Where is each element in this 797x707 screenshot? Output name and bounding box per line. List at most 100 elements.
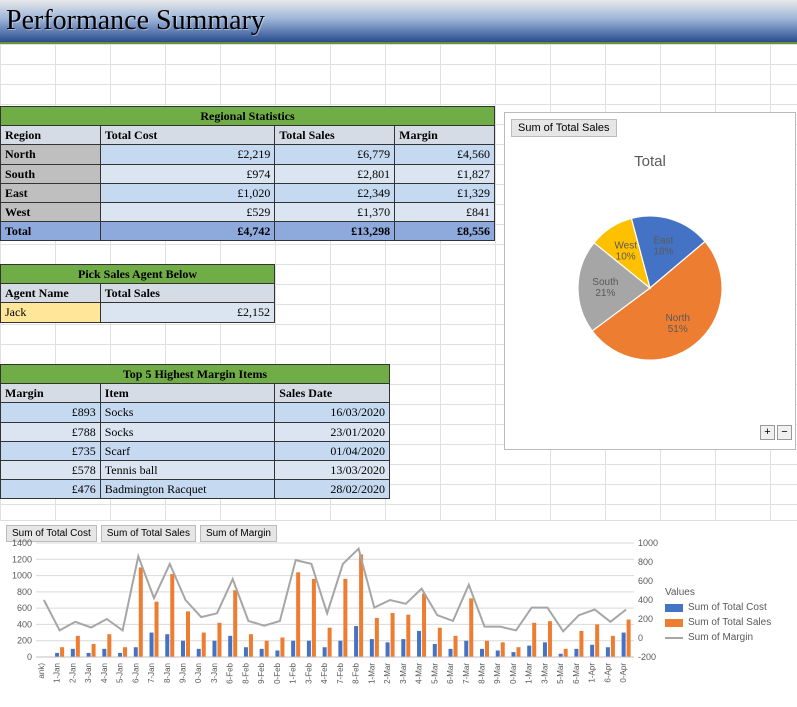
sales-bar[interactable]: [217, 623, 221, 657]
combo-chart-panel: Sum of Total CostSum of Total SalesSum o…: [0, 520, 797, 704]
cost-bar[interactable]: [511, 652, 515, 657]
sales-bar[interactable]: [438, 628, 442, 657]
cost-bar[interactable]: [275, 650, 279, 657]
cost-bar[interactable]: [165, 634, 169, 657]
cost-bar[interactable]: [606, 647, 610, 657]
sales-bar[interactable]: [328, 628, 332, 657]
agent-sales-cell: £2,152: [100, 303, 274, 322]
cost-bar[interactable]: [622, 633, 626, 657]
cost-bar[interactable]: [338, 641, 342, 657]
sales-bar[interactable]: [76, 636, 80, 657]
sales-bar[interactable]: [123, 647, 127, 657]
sales-bar[interactable]: [611, 636, 615, 657]
sales-bar[interactable]: [170, 574, 174, 657]
sales-bar[interactable]: [312, 579, 316, 657]
cost-bar[interactable]: [55, 653, 59, 657]
cost-bar[interactable]: [323, 647, 327, 657]
sales-bar[interactable]: [139, 567, 143, 657]
sales-bar[interactable]: [343, 579, 347, 657]
cost-bar[interactable]: [134, 647, 138, 657]
sales-bar[interactable]: [60, 647, 64, 657]
cost-bar[interactable]: [480, 649, 484, 657]
sales-bar[interactable]: [595, 624, 599, 657]
margin-line[interactable]: [44, 549, 626, 632]
sales-bar[interactable]: [186, 611, 190, 657]
legend-item: Sum of Total Sales: [665, 617, 771, 628]
sales-bar[interactable]: [155, 602, 159, 657]
cost-bar[interactable]: [370, 639, 374, 657]
sales-bar[interactable]: [296, 572, 300, 657]
cost-bar[interactable]: [464, 641, 468, 657]
collapse-icon[interactable]: −: [777, 425, 792, 440]
cost-bar[interactable]: [228, 636, 232, 657]
cost-bar[interactable]: [71, 649, 75, 657]
legend-title: Values: [665, 587, 771, 598]
legend-swatch: [665, 619, 683, 627]
regional-header: Regional Statistics: [1, 107, 495, 126]
cost-bar[interactable]: [527, 646, 531, 657]
regional-total-row: Total £4,742 £13,298 £8,556: [1, 222, 495, 241]
sales-bar[interactable]: [485, 641, 489, 657]
cost-bar[interactable]: [354, 626, 358, 657]
sales-bar[interactable]: [422, 593, 426, 657]
svg-text:200: 200: [638, 614, 653, 624]
sales-bar[interactable]: [501, 642, 505, 657]
cost-bar[interactable]: [102, 649, 106, 657]
cost-bar[interactable]: [150, 633, 154, 657]
cost-bar[interactable]: [449, 649, 453, 657]
cost-bar[interactable]: [307, 641, 311, 657]
pie-expand-collapse[interactable]: + −: [760, 425, 792, 440]
cost-bar[interactable]: [212, 641, 216, 657]
sales-bar[interactable]: [564, 649, 568, 657]
top5-row: £893 Socks 16/03/2020: [1, 403, 390, 422]
sales-bar[interactable]: [391, 613, 395, 657]
sales-bar[interactable]: [516, 647, 520, 657]
sales-bar[interactable]: [406, 615, 410, 657]
agent-name-cell[interactable]: Jack: [1, 303, 101, 322]
svg-text:1000: 1000: [12, 571, 32, 581]
cost-bar[interactable]: [433, 644, 437, 657]
cost-bar[interactable]: [590, 645, 594, 657]
sales-bar[interactable]: [280, 637, 284, 657]
sales-bar[interactable]: [627, 620, 631, 657]
cost-bar[interactable]: [260, 649, 264, 657]
margin-cell: £1,329: [395, 183, 495, 202]
sales-bar[interactable]: [265, 641, 269, 657]
cost-bar[interactable]: [87, 653, 91, 657]
sales-bar[interactable]: [375, 618, 379, 657]
svg-text:6-Mar: 6-Mar: [572, 663, 581, 684]
cost-bar[interactable]: [401, 639, 405, 657]
svg-text:1-Apr: 1-Apr: [588, 663, 597, 683]
sales-bar[interactable]: [359, 554, 363, 657]
margin-cell: £1,827: [395, 164, 495, 183]
sales-bar[interactable]: [454, 636, 458, 657]
regional-col-2: Total Sales: [275, 126, 395, 145]
region-label: North: [1, 145, 101, 164]
sales-bar[interactable]: [233, 590, 237, 657]
sales-bar[interactable]: [202, 633, 206, 657]
sales-bar[interactable]: [107, 634, 111, 657]
cost-cell: £529: [100, 202, 275, 221]
cost-bar[interactable]: [543, 642, 547, 657]
cost-bar[interactable]: [574, 649, 578, 657]
sales-bar[interactable]: [548, 621, 552, 657]
sales-bar[interactable]: [92, 644, 96, 657]
cost-bar[interactable]: [417, 631, 421, 657]
cost-bar[interactable]: [386, 642, 390, 657]
cost-bar[interactable]: [496, 650, 500, 657]
top5-header: Top 5 Highest Margin Items: [1, 365, 390, 384]
cost-bar[interactable]: [291, 641, 295, 657]
cost-bar[interactable]: [244, 647, 248, 657]
expand-icon[interactable]: +: [760, 425, 775, 440]
sales-bar[interactable]: [532, 623, 536, 657]
region-label: West: [1, 202, 101, 221]
cost-bar[interactable]: [118, 653, 122, 657]
sales-bar[interactable]: [579, 631, 583, 657]
sales-bar[interactable]: [249, 634, 253, 657]
sales-cell: £1,370: [275, 202, 395, 221]
pie-field-button[interactable]: Sum of Total Sales: [511, 119, 617, 137]
cost-bar[interactable]: [181, 641, 185, 657]
cost-bar[interactable]: [197, 649, 201, 657]
sales-bar[interactable]: [469, 598, 473, 657]
page-title: Performance Summary: [6, 5, 265, 37]
